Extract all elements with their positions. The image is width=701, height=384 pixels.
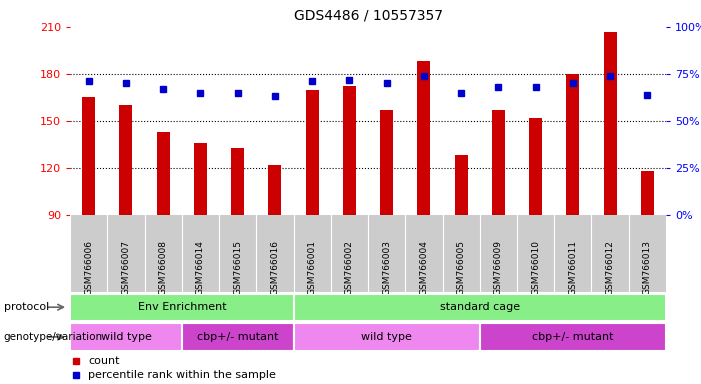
Bar [455, 156, 468, 215]
Bar [479, 323, 666, 351]
Bar [70, 294, 294, 321]
Text: genotype/variation: genotype/variation [4, 332, 102, 342]
Bar [157, 132, 170, 215]
Bar [343, 86, 356, 215]
Bar [306, 89, 319, 215]
Bar [492, 110, 505, 215]
Text: cbp+/- mutant: cbp+/- mutant [197, 332, 278, 342]
Bar [82, 98, 95, 215]
Text: count: count [88, 356, 119, 366]
Text: percentile rank within the sample: percentile rank within the sample [88, 370, 276, 380]
Bar [294, 323, 479, 351]
Text: wild type: wild type [361, 332, 412, 342]
Title: GDS4486 / 10557357: GDS4486 / 10557357 [294, 9, 442, 23]
Bar [182, 323, 294, 351]
Bar [529, 118, 542, 215]
Bar [604, 31, 617, 215]
Text: standard cage: standard cage [440, 302, 520, 312]
Text: wild type: wild type [100, 332, 151, 342]
Text: protocol: protocol [4, 302, 49, 312]
Bar [119, 105, 132, 215]
Bar [231, 147, 244, 215]
Bar [380, 110, 393, 215]
Bar [417, 61, 430, 215]
Bar [70, 323, 182, 351]
Text: Env Enrichment: Env Enrichment [137, 302, 226, 312]
Bar [194, 143, 207, 215]
Bar [566, 74, 579, 215]
Bar [268, 165, 281, 215]
Bar [641, 171, 654, 215]
Text: cbp+/- mutant: cbp+/- mutant [532, 332, 613, 342]
Bar [294, 294, 666, 321]
